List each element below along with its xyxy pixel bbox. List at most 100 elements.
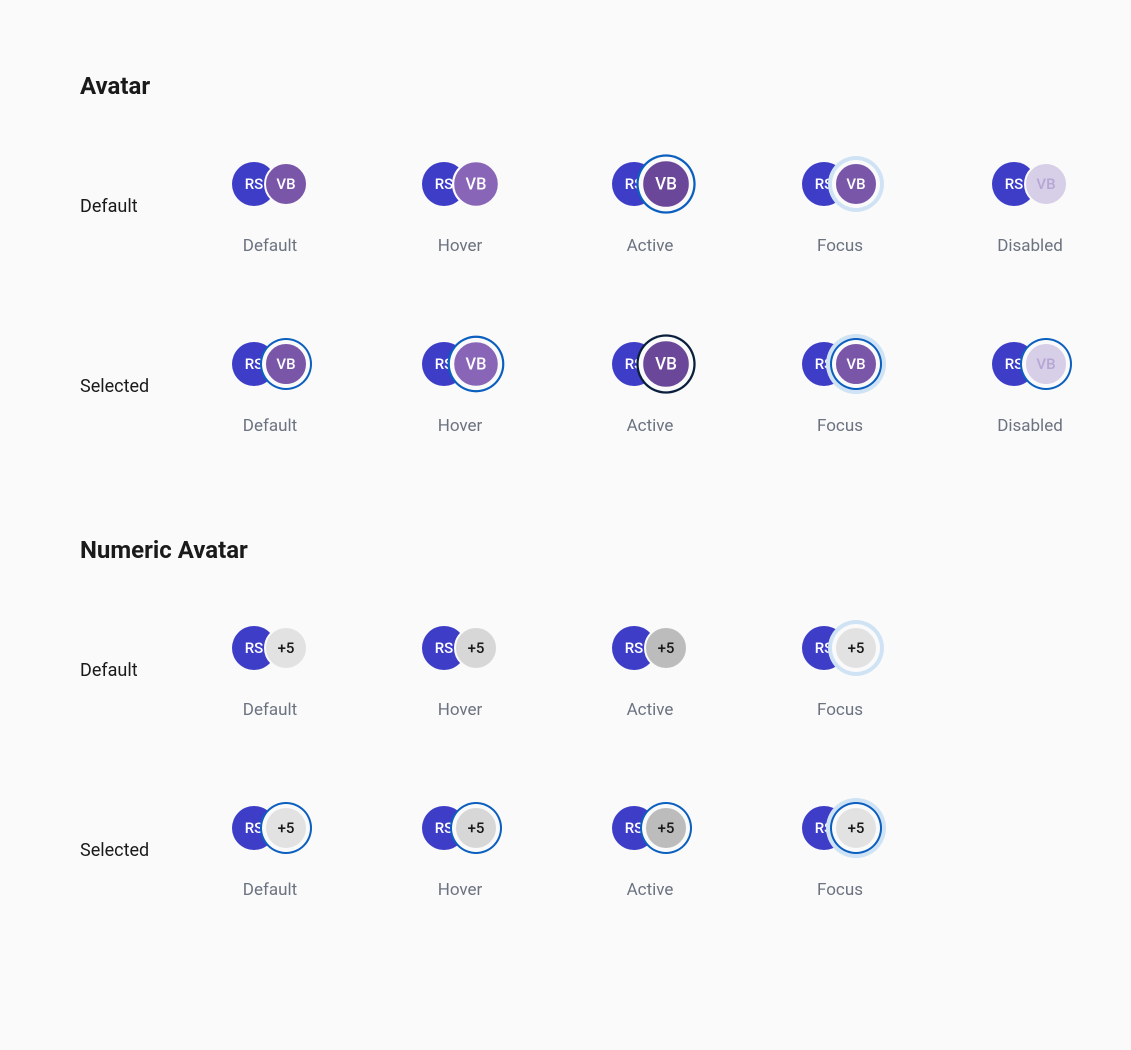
row-label-selected: Selected (80, 376, 210, 397)
avatar-initials: RS (815, 639, 834, 657)
avatar-default-states: RS VB Default RS VB Hover RS VB (210, 156, 1090, 256)
avatar-initials: VB (466, 174, 487, 194)
overflow-count-text: +5 (658, 639, 675, 657)
avatar-group[interactable]: RS +5 (802, 620, 878, 676)
avatar-default-row: Default RS VB Default RS VB Hover (80, 156, 1051, 256)
state-label: Default (243, 416, 297, 436)
avatar-section: Avatar Default RS VB Default RS VB (80, 72, 1051, 436)
state-focus: RS VB Focus (780, 156, 900, 256)
state-label: Hover (438, 416, 483, 436)
state-label: Focus (817, 700, 863, 720)
state-label: Focus (817, 236, 863, 256)
avatar-secondary[interactable]: VB (452, 340, 500, 388)
avatar-initials: RS (435, 175, 454, 193)
avatar-group[interactable]: RS VB (612, 336, 688, 392)
avatar-group[interactable]: RS +5 (232, 620, 308, 676)
row-label-default: Default (80, 660, 210, 681)
avatar-overflow-count[interactable]: +5 (644, 806, 688, 850)
avatar-initials: VB (655, 174, 677, 195)
state-label: Active (627, 236, 674, 256)
avatar-group[interactable]: RS VB (232, 336, 308, 392)
avatar-group[interactable]: RS +5 (612, 620, 688, 676)
avatar-group[interactable]: RS +5 (422, 800, 498, 856)
avatar-group: RS VB (992, 336, 1068, 392)
overflow-count-text: +5 (468, 639, 485, 657)
state-active: RS +5 Active (590, 620, 710, 720)
avatar-group[interactable]: RS +5 (802, 800, 878, 856)
state-default: RS +5 Default (210, 620, 330, 720)
avatar-initials: RS (625, 639, 644, 657)
avatar-initials: RS (625, 819, 644, 837)
avatar-initials: RS (245, 355, 264, 373)
avatar-initials: RS (435, 355, 454, 373)
avatar-initials: VB (846, 175, 865, 193)
avatar-secondary: VB (1024, 342, 1068, 386)
avatar-group[interactable]: RS VB (422, 156, 498, 212)
avatar-group[interactable]: RS VB (232, 156, 308, 212)
avatar-initials: RS (435, 639, 454, 657)
avatar-group[interactable]: RS VB (802, 336, 878, 392)
state-label: Hover (438, 236, 483, 256)
state-label: Active (627, 700, 674, 720)
avatar-secondary[interactable]: VB (834, 162, 878, 206)
state-disabled: RS VB Disabled (970, 156, 1090, 256)
avatar-initials: RS (815, 355, 834, 373)
avatar-group[interactable]: RS +5 (612, 800, 688, 856)
state-focus: RS +5 Focus (780, 800, 900, 900)
state-label: Focus (817, 880, 863, 900)
state-label: Active (627, 416, 674, 436)
section-title-numeric: Numeric Avatar (80, 536, 1051, 564)
row-label-default: Default (80, 196, 210, 217)
state-hover: RS VB Hover (400, 156, 520, 256)
state-active: RS +5 Active (590, 800, 710, 900)
avatar-secondary[interactable]: VB (641, 159, 691, 209)
state-default: RS +5 Default (210, 800, 330, 900)
avatar-secondary[interactable]: VB (264, 342, 308, 386)
row-label-selected: Selected (80, 840, 210, 861)
avatar-initials: RS (245, 175, 264, 193)
avatar-overflow-count[interactable]: +5 (454, 626, 498, 670)
overflow-count-text: +5 (468, 819, 485, 837)
avatar-initials: RS (435, 819, 454, 837)
state-label: Default (243, 700, 297, 720)
avatar-group[interactable]: RS +5 (232, 800, 308, 856)
avatar-overflow-count[interactable]: +5 (644, 626, 688, 670)
state-label: Disabled (997, 416, 1063, 436)
state-label: Default (243, 236, 297, 256)
avatar-secondary[interactable]: VB (452, 160, 500, 208)
avatar-group: RS VB (992, 156, 1068, 212)
avatar-group[interactable]: RS VB (802, 156, 878, 212)
state-active: RS VB Active (590, 336, 710, 436)
avatar-group[interactable]: RS VB (422, 336, 498, 392)
avatar-initials: VB (276, 355, 295, 373)
numeric-default-row: Default RS +5 Default RS +5 Hover (80, 620, 1051, 720)
numeric-avatar-section: Numeric Avatar Default RS +5 Default RS … (80, 536, 1051, 900)
numeric-selected-states: RS +5 Default RS +5 Hover RS +5 (210, 800, 900, 900)
avatar-overflow-count[interactable]: +5 (454, 806, 498, 850)
avatar-secondary: VB (1024, 162, 1068, 206)
overflow-count-text: +5 (278, 639, 295, 657)
state-label: Hover (438, 880, 483, 900)
avatar-overflow-count[interactable]: +5 (264, 626, 308, 670)
design-canvas: Avatar Default RS VB Default RS VB (0, 0, 1131, 1050)
avatar-group[interactable]: RS +5 (422, 620, 498, 676)
avatar-initials: RS (1005, 355, 1024, 373)
overflow-count-text: +5 (278, 819, 295, 837)
overflow-count-text: +5 (658, 819, 675, 837)
avatar-overflow-count[interactable]: +5 (264, 806, 308, 850)
avatar-secondary[interactable]: VB (641, 339, 691, 389)
overflow-count-text: +5 (848, 639, 865, 657)
state-focus: RS +5 Focus (780, 620, 900, 720)
avatar-initials: VB (655, 354, 677, 375)
avatar-secondary[interactable]: VB (264, 162, 308, 206)
state-label: Disabled (997, 236, 1063, 256)
avatar-overflow-count[interactable]: +5 (834, 626, 878, 670)
state-hover: RS +5 Hover (400, 620, 520, 720)
state-active: RS VB Active (590, 156, 710, 256)
avatar-initials: RS (815, 175, 834, 193)
state-hover: RS +5 Hover (400, 800, 520, 900)
avatar-secondary[interactable]: VB (834, 342, 878, 386)
avatar-group[interactable]: RS VB (612, 156, 688, 212)
avatar-initials: VB (846, 355, 865, 373)
avatar-overflow-count[interactable]: +5 (834, 806, 878, 850)
